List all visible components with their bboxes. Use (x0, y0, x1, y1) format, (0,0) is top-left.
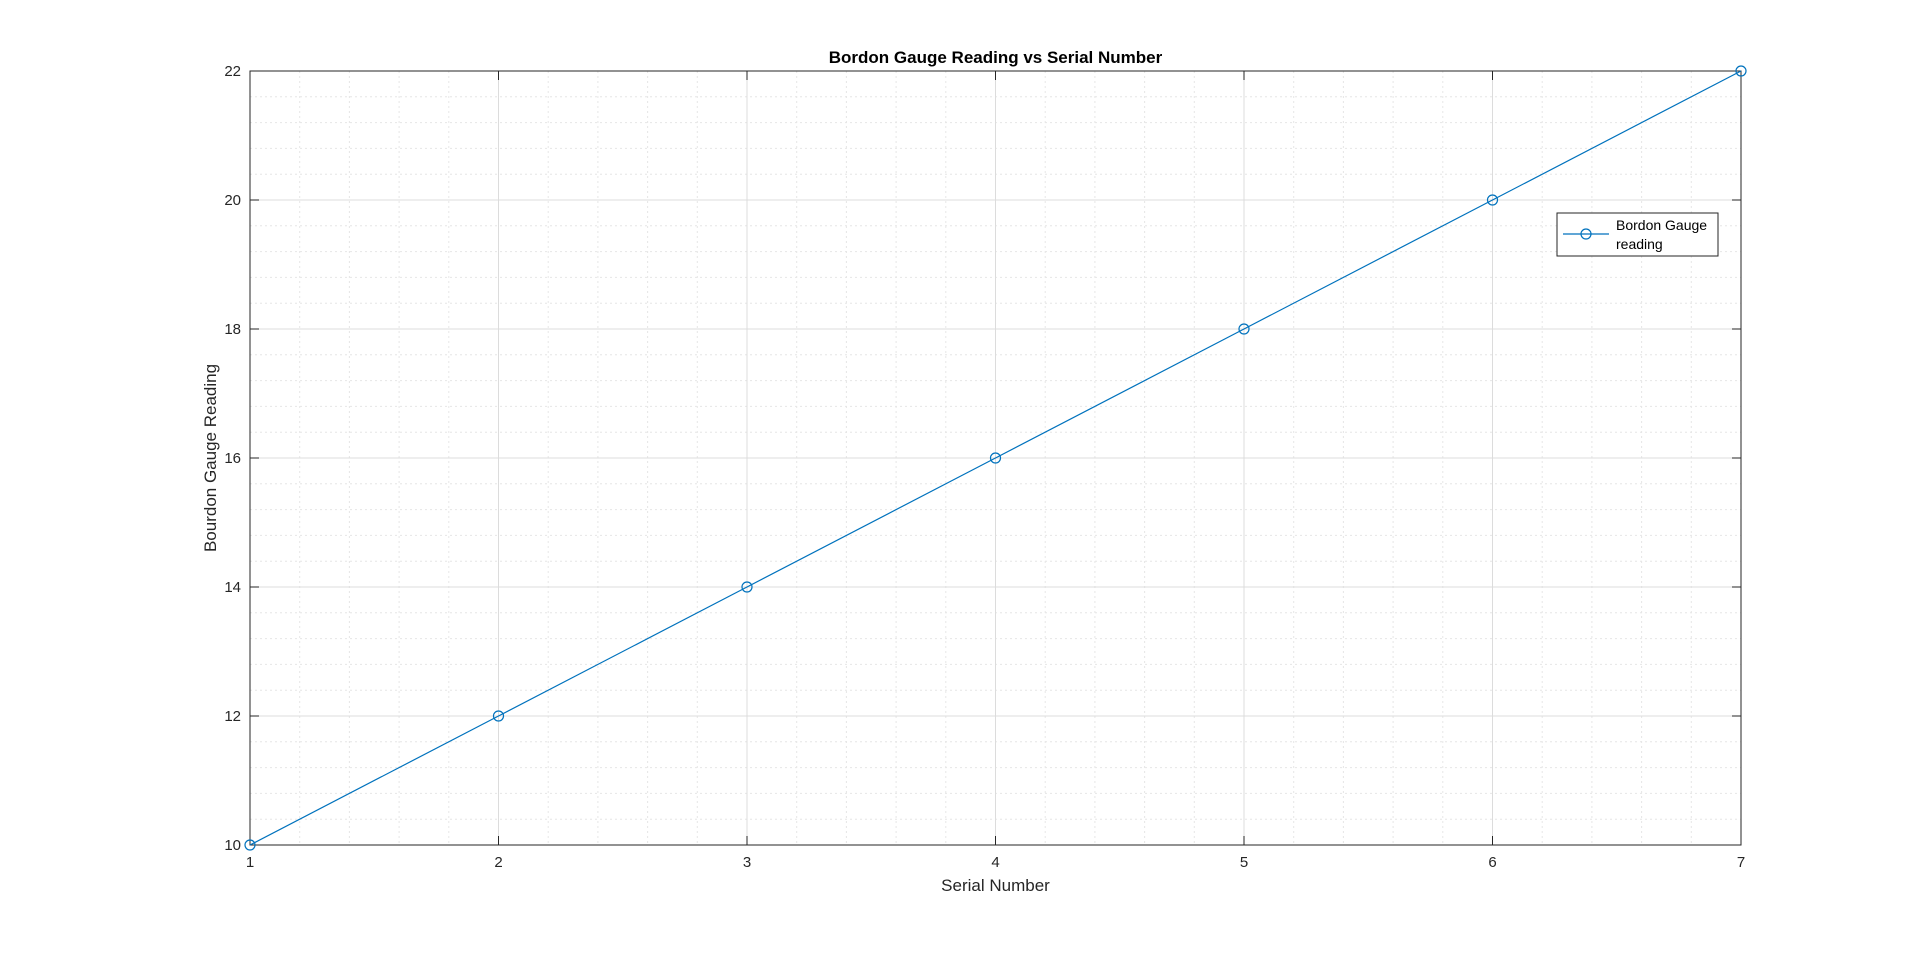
data-point-marker (244, 839, 256, 851)
data-point-marker (989, 452, 1002, 464)
y-tick-labels: 10 12 14 16 18 20 22 (224, 63, 241, 854)
series-line (249, 70, 1742, 846)
x-tick-label: 1 (246, 854, 254, 871)
y-tick-label: 18 (224, 321, 241, 338)
x-tick-label: 5 (1240, 854, 1248, 871)
legend-label-line-2: reading (1616, 236, 1663, 252)
y-tick-label: 10 (224, 837, 241, 854)
data-point-marker (741, 581, 753, 593)
x-tick-label: 3 (743, 854, 751, 871)
x-tick-label: 6 (1488, 854, 1496, 871)
y-tick-label: 14 (224, 579, 241, 596)
legend: Bordon Gauge reading (1556, 212, 1719, 257)
legend-marker-circle-icon (1580, 228, 1592, 240)
data-point-marker (1486, 194, 1499, 206)
x-tick-label: 2 (494, 854, 502, 871)
y-tick-label: 22 (224, 63, 241, 80)
y-tick-label: 16 (224, 450, 241, 467)
data-point-marker (1238, 323, 1250, 335)
chart-title: Bordon Gauge Reading vs Serial Number (829, 48, 1163, 67)
legend-label-line-1: Bordon Gauge (1616, 217, 1707, 233)
y-tick-label: 12 (224, 708, 241, 725)
y-tick-label: 20 (224, 192, 241, 209)
y-axis-label: Bourdon Gauge Reading (201, 364, 220, 552)
data-point-marker (1735, 65, 1747, 77)
x-tick-labels: 1 2 3 4 5 6 7 (246, 854, 1745, 871)
x-axis-label: Serial Number (941, 876, 1050, 895)
series-layer (244, 65, 1747, 851)
x-tick-label: 7 (1737, 854, 1745, 871)
x-tick-label: 4 (991, 854, 999, 871)
data-point-marker (492, 710, 505, 722)
tick-marks (249, 70, 1742, 846)
major-grid (250, 71, 1741, 845)
